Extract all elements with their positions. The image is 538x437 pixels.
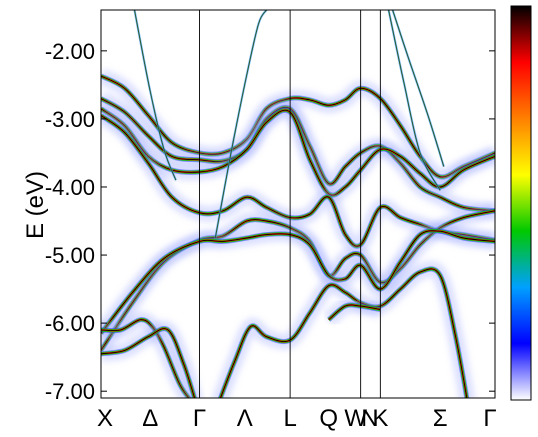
kpoint-label-Γ: Γ: [193, 405, 206, 432]
band-band-10: [323, 296, 382, 326]
band-core: [392, 10, 445, 167]
kpoint-label-Q: Q: [319, 405, 338, 432]
band-free-2: [214, 10, 268, 239]
kpoint-label-K: K: [372, 405, 388, 432]
band-core: [101, 328, 196, 398]
kpoint-label-L: L: [283, 405, 296, 432]
y-tick-label: -3.00: [45, 107, 95, 132]
band-core: [328, 304, 381, 321]
band-core: [220, 268, 468, 398]
band-core: [214, 10, 267, 239]
band-core: [101, 75, 495, 178]
kpoint-label-X: X: [97, 405, 113, 432]
kpoint-label-Γ: Γ: [483, 405, 496, 432]
kpoint-label-N: N: [361, 405, 378, 432]
band-band-4: [101, 108, 495, 255]
bands-layer: [101, 10, 495, 398]
plot-frame: [100, 9, 496, 399]
y-tick-label: -2.00: [45, 39, 95, 64]
band-free-4: [387, 10, 442, 191]
kpoint-lines: [199, 10, 381, 398]
kpoint-label-Δ: Δ: [142, 405, 158, 432]
band-core: [101, 230, 495, 334]
y-axis: -2.00 -3.00 -4.00 -5.00 -6.00 -7.00: [45, 39, 495, 404]
band-core: [134, 10, 177, 181]
y-axis-title: E (eV): [22, 171, 49, 239]
y-tick-label: -5.00: [45, 243, 95, 268]
band-core: [101, 115, 495, 247]
y-tick-label: -4.00: [45, 175, 95, 200]
kpoint-label-Λ: Λ: [237, 405, 253, 432]
band-band-8: [101, 320, 203, 398]
kpoint-label-Σ: Σ: [433, 405, 448, 432]
colorbar: [510, 5, 532, 401]
band-core: [388, 10, 441, 191]
band-band-1: [101, 68, 495, 185]
y-tick-label: -7.00: [45, 379, 95, 404]
band-band-6: [101, 222, 495, 339]
x-axis-kpoint-labels: X Δ Γ Λ L Q WNK Σ Γ: [97, 405, 497, 432]
band-free-3: [391, 10, 445, 167]
y-tick-label: -6.00: [45, 311, 95, 336]
band-band-9: [211, 260, 475, 398]
band-free-1: [133, 10, 177, 181]
kpoint-label-W: W: [344, 405, 367, 432]
